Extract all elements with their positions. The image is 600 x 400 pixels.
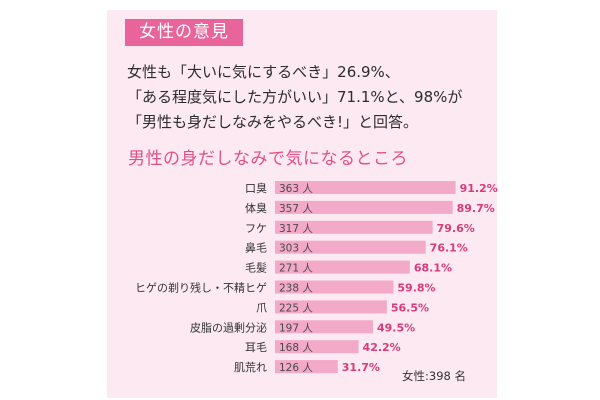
category-label: 体臭: [245, 201, 267, 215]
bar: [275, 300, 387, 314]
category-label: 肌荒れ: [234, 361, 267, 374]
percent-label: 49.5%: [377, 321, 415, 334]
bar: [275, 240, 426, 254]
summary-line-2: 「ある程度気にした方がいい」71.1%と、98%が: [127, 88, 463, 106]
count-label: 168 人: [279, 342, 313, 354]
category-label: 口臭: [245, 181, 267, 195]
bar: [275, 360, 338, 374]
bar: [275, 280, 394, 294]
percent-label: 59.8%: [397, 282, 435, 295]
percent-label: 79.6%: [437, 222, 475, 235]
chart-subtitle: 男性の身だしなみで気になるところ: [128, 149, 408, 169]
category-label: フケ: [245, 222, 267, 235]
count-label: 197 人: [279, 322, 313, 334]
count-label: 317 人: [279, 223, 313, 235]
category-label: 毛髪: [245, 261, 267, 275]
count-label: 271 人: [279, 263, 313, 275]
category-label: ヒゲの剃り残し・不精ヒゲ: [135, 281, 267, 295]
bar: [275, 220, 433, 234]
count-label: 225 人: [279, 302, 313, 314]
count-label: 238 人: [279, 283, 313, 295]
bar: [275, 340, 359, 354]
bar: [275, 200, 453, 214]
bar: [275, 320, 374, 334]
count-label: 303 人: [279, 243, 313, 255]
percent-label: 76.1%: [430, 242, 468, 255]
count-label: 126 人: [279, 362, 313, 374]
bar: [275, 260, 410, 274]
percent-label: 56.5%: [391, 301, 429, 314]
category-label: 鼻毛: [245, 241, 267, 255]
summary-line-3: 「男性も身だしなみをやるべき!」と回答。: [127, 113, 419, 131]
count-label: 357 人: [279, 203, 313, 215]
category-label: 皮脂の過剰分泌: [190, 320, 267, 334]
summary-line-1: 女性も「大いに気にするべき」26.9%、: [127, 63, 400, 81]
count-label: 363 人: [279, 183, 313, 195]
percent-label: 68.1%: [414, 262, 452, 275]
category-label: 耳毛: [245, 341, 267, 354]
percent-label: 89.7%: [457, 202, 495, 215]
percent-label: 31.7%: [342, 361, 380, 374]
percent-label: 91.2%: [460, 182, 498, 195]
summary-text: 女性も「大いに気にするべき」26.9%、 「ある程度気にした方がいい」71.1%…: [127, 60, 489, 135]
bar: [275, 181, 456, 194]
section-tag: 女性の意見: [125, 19, 243, 46]
sample-size-note: 女性:398 名: [402, 369, 466, 383]
category-label: 爪: [256, 301, 267, 314]
percent-label: 42.2%: [363, 341, 401, 354]
